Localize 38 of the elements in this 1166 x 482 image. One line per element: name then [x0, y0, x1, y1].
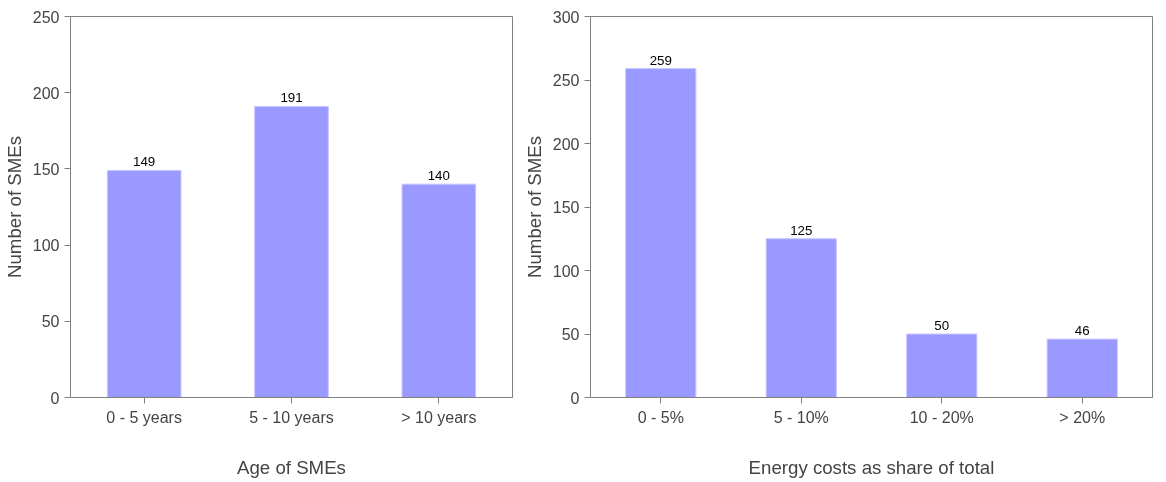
- data-label: 149: [133, 154, 156, 170]
- y-tick-label: 50: [561, 326, 580, 343]
- x-axis-title: Energy costs as share of total: [748, 456, 995, 478]
- y-tick-label: 300: [552, 8, 580, 26]
- x-tick-label: 5 - 10 years: [249, 408, 334, 426]
- data-label: 191: [280, 90, 303, 106]
- x-tick-label: 0 - 5%: [637, 408, 684, 426]
- bar: [625, 68, 697, 398]
- data-label: 46: [1074, 323, 1090, 339]
- y-axis-title: Number of SMEs: [523, 135, 545, 279]
- bar: [1046, 338, 1118, 398]
- x-tick-label: 10 - 20%: [909, 408, 974, 426]
- y-tick-label: 250: [552, 72, 580, 89]
- bar: [401, 183, 477, 398]
- data-label: 259: [649, 52, 672, 68]
- data-label: 140: [427, 168, 450, 184]
- data-label: 125: [790, 222, 813, 238]
- y-axis-title: Number of SMEs: [3, 135, 25, 279]
- bar: [906, 333, 978, 398]
- x-axis-title: Age of SMEs: [237, 456, 346, 478]
- y-tick-label: 200: [32, 84, 60, 102]
- y-tick-label: 100: [552, 262, 580, 280]
- y-tick-label: 100: [32, 237, 60, 255]
- bar: [106, 169, 182, 398]
- y-tick-label: 250: [32, 8, 60, 26]
- x-tick-label: 0 - 5 years: [106, 408, 182, 426]
- y-tick-label: 0: [50, 389, 60, 407]
- data-label: 50: [934, 318, 950, 333]
- x-tick-label: 5 - 10%: [773, 408, 829, 426]
- bar: [254, 105, 329, 398]
- y-tick-label: 150: [32, 160, 60, 178]
- x-tick-label: > 10 years: [401, 408, 477, 426]
- bar: [765, 238, 837, 398]
- y-tick-label: 150: [552, 199, 580, 216]
- y-tick-label: 50: [41, 313, 60, 331]
- y-tick-label: 0: [570, 389, 580, 407]
- x-tick-label: > 20%: [1059, 408, 1106, 426]
- y-tick-label: 200: [552, 135, 580, 153]
